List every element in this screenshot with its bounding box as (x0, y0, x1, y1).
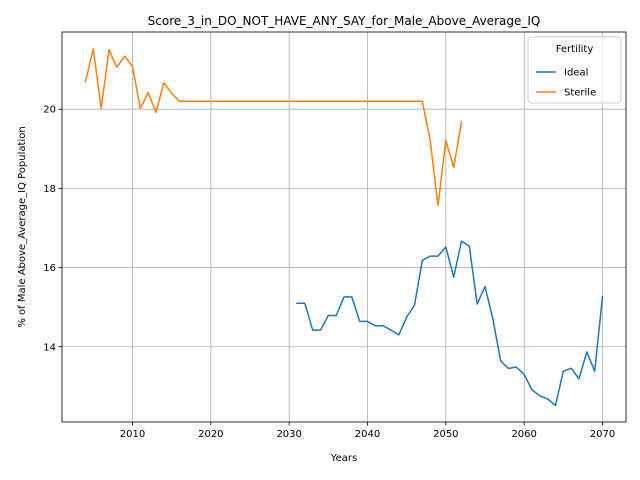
x-tick-label: 2070 (590, 429, 615, 440)
chart-title: Score_3_in_DO_NOT_HAVE_ANY_SAY_for_Male_… (148, 14, 541, 28)
x-tick-label: 2020 (198, 429, 223, 440)
x-tick-label: 2010 (120, 429, 145, 440)
x-tick-label: 2050 (433, 429, 458, 440)
legend-label-sterile: Sterile (564, 88, 596, 99)
series-line-sterile (84, 48, 463, 207)
series-layer (84, 48, 604, 407)
legend-items: Ideal Sterile (536, 68, 596, 99)
y-tick-label: 14 (43, 342, 56, 353)
y-axis-ticks: 14 16 18 20 (43, 105, 62, 353)
x-axis-label: Years (330, 453, 357, 464)
y-tick-label: 20 (43, 105, 56, 116)
x-tick-label: 2060 (511, 429, 536, 440)
x-tick-label: 2030 (276, 429, 301, 440)
x-axis-ticks: 2010 2020 2030 2040 2050 2060 2070 (120, 422, 615, 440)
grid-lines (62, 32, 626, 422)
legend: Fertility Ideal Sterile (527, 36, 622, 104)
y-axis-label: % of Male Above_Average_IQ Population (17, 126, 28, 327)
legend-box (527, 36, 622, 104)
plot-frame (61, 31, 627, 423)
series-line-ideal (296, 240, 604, 407)
legend-label-ideal: Ideal (564, 68, 588, 79)
legend-title: Fertility (556, 44, 594, 55)
y-tick-label: 18 (43, 184, 56, 195)
x-tick-label: 2040 (355, 429, 380, 440)
y-tick-label: 16 (43, 263, 56, 274)
